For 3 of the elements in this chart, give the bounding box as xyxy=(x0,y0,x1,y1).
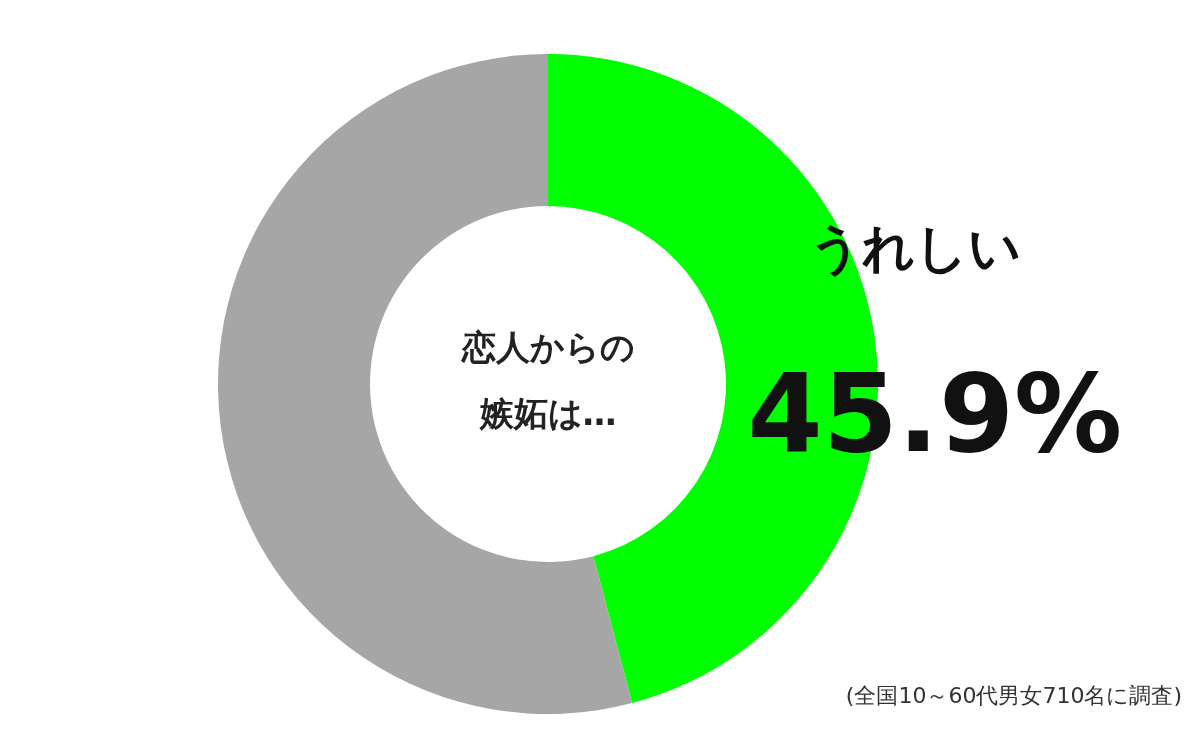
text: (全国10～60代男女710名に調査) xyxy=(845,683,1182,708)
slice-label: うれしい xyxy=(808,218,1021,279)
text: 恋人からの嫉妬は… xyxy=(460,326,636,435)
